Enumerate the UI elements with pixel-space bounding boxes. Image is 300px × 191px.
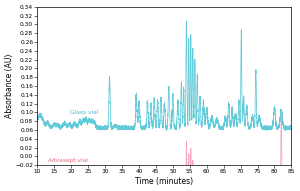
X-axis label: Time (minutes): Time (minutes) xyxy=(135,177,194,186)
Text: Advasept vial: Advasept vial xyxy=(48,159,88,163)
Text: Glass vial: Glass vial xyxy=(70,111,98,116)
Y-axis label: Absorbance (AU): Absorbance (AU) xyxy=(5,54,14,118)
